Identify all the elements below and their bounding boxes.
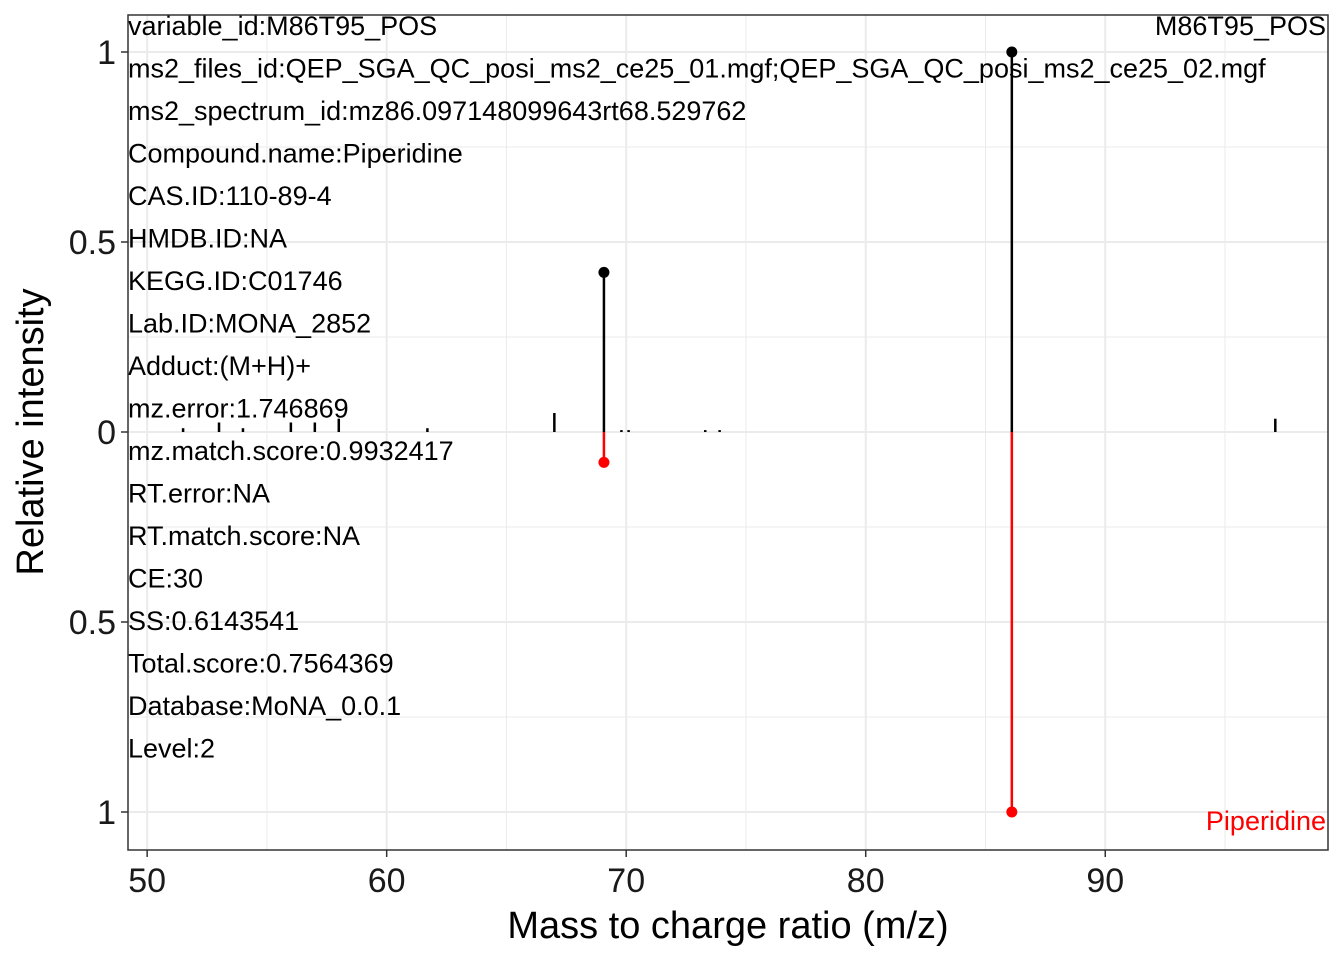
y-tick-label: 1 bbox=[97, 794, 116, 832]
x-tick-label: 70 bbox=[607, 862, 645, 900]
x-tick-label: 80 bbox=[847, 862, 885, 900]
info-line: RT.match.score:NA bbox=[128, 521, 360, 551]
info-line: mz.match.score:0.9932417 bbox=[128, 436, 454, 466]
x-tick-label: 60 bbox=[368, 862, 406, 900]
info-line: mz.error:1.746869 bbox=[128, 394, 349, 424]
y-tick-label: 0 bbox=[97, 414, 116, 452]
reference-spectrum-label: Piperidine bbox=[1206, 806, 1326, 836]
annotation-text-block: variable_id:M86T95_POS ms2_files_id:QEP_S… bbox=[128, 11, 1266, 764]
x-tick-label: 90 bbox=[1086, 862, 1124, 900]
info-line: variable_id:M86T95_POS bbox=[128, 11, 437, 41]
info-line: RT.error:NA bbox=[128, 479, 270, 509]
info-line: Database:MoNA_0.0.1 bbox=[128, 691, 401, 721]
info-line: ms2_files_id:QEP_SGA_QC_posi_ms2_ce25_01… bbox=[128, 54, 1266, 84]
info-line: Lab.ID:MONA_2852 bbox=[128, 309, 371, 339]
y-tick-label: 0.5 bbox=[69, 604, 116, 642]
y-axis-title: Relative intensity bbox=[10, 288, 52, 575]
experimental-spectrum-label: M86T95_POS bbox=[1155, 11, 1326, 41]
reference-matched-point bbox=[1006, 806, 1018, 818]
experimental-matched-point bbox=[598, 266, 610, 278]
info-line: ms2_spectrum_id:mz86.097148099643rt68.52… bbox=[128, 96, 746, 126]
info-line: CAS.ID:110-89-4 bbox=[128, 181, 332, 211]
info-line: Total.score:0.7564369 bbox=[128, 649, 394, 679]
gridlines bbox=[128, 15, 1328, 850]
info-line: SS:0.6143541 bbox=[128, 606, 299, 636]
info-line: HMDB.ID:NA bbox=[128, 224, 287, 254]
reference-matched-point bbox=[598, 456, 610, 468]
spectrum-peaks bbox=[181, 46, 1277, 818]
experimental-matched-point bbox=[1006, 46, 1018, 58]
y-tick-label: 0.5 bbox=[69, 224, 116, 262]
axes: 50 60 70 80 90 1 0.5 0 0.5 1 bbox=[69, 34, 1124, 900]
x-tick-label: 50 bbox=[128, 862, 166, 900]
info-line: Adduct:(M+H)+ bbox=[128, 351, 311, 381]
info-line: KEGG.ID:C01746 bbox=[128, 266, 343, 296]
info-line: CE:30 bbox=[128, 564, 203, 594]
info-line: Level:2 bbox=[128, 734, 215, 764]
x-axis-title: Mass to charge ratio (m/z) bbox=[507, 905, 948, 947]
y-tick-label: 1 bbox=[97, 34, 116, 72]
info-line: Compound.name:Piperidine bbox=[128, 139, 463, 169]
